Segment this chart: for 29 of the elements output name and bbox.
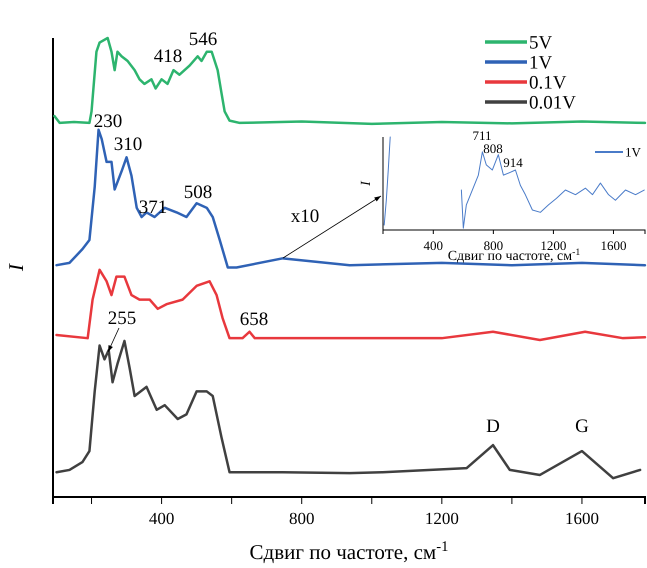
annotation: 508	[184, 182, 212, 203]
x-axis-title: Сдвиг по частоте, см$^{-1}$	[250, 539, 448, 564]
x-tick-label: 1200	[540, 238, 566, 253]
annotation: 808	[483, 141, 503, 156]
annotation: 658	[240, 309, 268, 330]
annotation: 230	[94, 111, 122, 132]
annotation: 914	[503, 155, 524, 170]
x-tick-label: 1600	[600, 238, 626, 253]
annotation: D	[486, 416, 500, 437]
annotation: 711	[472, 128, 492, 143]
x-tick-label: 1600	[564, 509, 599, 528]
legend-label: 0.1V	[529, 72, 567, 94]
x-tick-label: 800	[288, 509, 314, 528]
annotation: 418	[154, 46, 182, 67]
x-tick-label: 400	[148, 509, 174, 528]
x-tick-label: 400	[424, 238, 444, 253]
legend-label: 5V	[529, 32, 552, 54]
legend-label: 1V	[529, 52, 552, 74]
x-tick-label: 1200	[424, 509, 459, 528]
annotation: 310	[114, 134, 142, 155]
y-axis-title: I	[4, 263, 28, 272]
y-axis-title: I	[359, 180, 374, 187]
legend-label: 1V	[625, 144, 642, 160]
annotation: 255	[108, 308, 136, 329]
annotation: 371	[138, 197, 168, 218]
annotation: 546	[188, 29, 218, 50]
annotation: x10	[290, 206, 320, 227]
annotation: G	[575, 416, 590, 437]
legend-label: 0.01V	[529, 92, 576, 114]
